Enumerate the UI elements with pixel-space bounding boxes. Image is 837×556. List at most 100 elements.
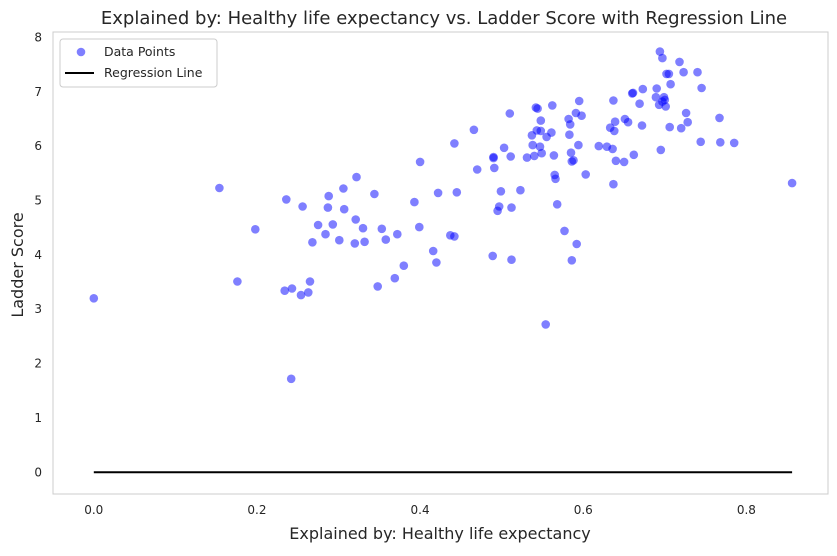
data-point <box>297 291 306 300</box>
data-point <box>551 175 560 184</box>
data-point <box>450 139 459 148</box>
data-point <box>693 68 702 77</box>
data-point <box>233 277 242 286</box>
data-point <box>280 286 289 295</box>
data-point <box>657 146 666 155</box>
data-point <box>335 236 344 245</box>
data-point <box>577 111 586 120</box>
data-point <box>715 114 724 123</box>
data-point <box>611 117 620 126</box>
data-point <box>495 202 504 211</box>
data-point <box>683 118 692 127</box>
data-point <box>608 145 617 154</box>
y-tick-label: 7 <box>34 85 42 99</box>
data-point <box>635 99 644 108</box>
data-point <box>391 274 400 283</box>
data-point <box>537 116 546 125</box>
data-point <box>528 141 537 150</box>
y-tick-label: 0 <box>34 465 42 479</box>
data-point <box>541 320 550 329</box>
data-point <box>675 58 684 67</box>
data-point <box>282 195 291 204</box>
data-point <box>400 261 409 270</box>
data-point <box>360 238 369 247</box>
data-point <box>550 151 559 160</box>
data-point <box>393 230 402 239</box>
data-point <box>533 104 542 113</box>
y-tick-label: 6 <box>34 139 42 153</box>
data-point <box>351 239 360 248</box>
data-point <box>340 205 349 214</box>
data-point <box>629 89 638 98</box>
data-point <box>661 102 670 111</box>
data-point <box>523 153 532 162</box>
data-point <box>610 127 619 136</box>
data-point <box>352 173 361 182</box>
data-point <box>567 148 576 157</box>
chart-title: Explained by: Healthy life expectancy vs… <box>101 8 787 29</box>
data-point <box>682 109 691 118</box>
data-point <box>321 230 330 239</box>
data-point <box>506 152 515 161</box>
y-tick-label: 2 <box>34 357 42 371</box>
x-tick-label: 0.6 <box>574 503 593 517</box>
data-point <box>287 375 296 384</box>
legend-label-data-points: Data Points <box>104 44 175 59</box>
data-point <box>500 144 509 153</box>
legend-marker-data-points <box>77 48 86 57</box>
data-point <box>696 138 705 147</box>
data-point <box>298 202 307 211</box>
data-point <box>308 238 317 247</box>
y-tick-label: 8 <box>34 30 42 44</box>
data-point <box>506 109 515 118</box>
data-point <box>507 255 516 264</box>
data-point <box>677 124 686 133</box>
data-point <box>516 186 525 195</box>
data-point <box>324 192 333 201</box>
data-point <box>565 130 574 139</box>
data-point <box>572 240 581 249</box>
data-point <box>624 118 633 127</box>
data-point <box>251 225 260 234</box>
data-point <box>569 156 578 165</box>
data-point <box>566 120 575 129</box>
data-point <box>382 235 391 244</box>
data-point <box>609 96 618 105</box>
x-tick-label: 0.8 <box>737 503 756 517</box>
data-point <box>638 121 647 130</box>
data-point <box>575 97 584 106</box>
data-point <box>378 225 387 234</box>
data-point <box>507 203 516 212</box>
data-point <box>90 294 99 303</box>
data-point <box>453 188 462 197</box>
data-point <box>314 221 323 230</box>
data-point <box>488 252 497 261</box>
data-point <box>473 165 482 174</box>
data-point <box>568 256 577 265</box>
y-tick-label: 3 <box>34 302 42 316</box>
y-axis-label: Ladder Score <box>8 212 27 317</box>
data-point <box>288 284 297 293</box>
data-point <box>665 123 674 132</box>
y-tick-label: 4 <box>34 248 42 262</box>
data-point <box>329 220 338 229</box>
legend: Data Points Regression Line <box>60 39 217 87</box>
data-point <box>547 128 556 137</box>
data-point <box>716 138 725 147</box>
data-point <box>612 157 621 166</box>
data-point <box>497 187 506 196</box>
data-point <box>730 139 739 148</box>
data-point <box>432 258 441 267</box>
data-point <box>639 85 648 94</box>
data-point <box>697 84 706 93</box>
plot-area: 0.0 0.2 0.4 0.6 0.8 0 1 2 3 4 5 6 7 8 Data Points Regre… <box>34 30 828 517</box>
data-point <box>339 184 348 193</box>
data-point <box>370 190 379 199</box>
data-point <box>548 101 557 110</box>
data-point <box>416 158 425 167</box>
y-tick-label: 5 <box>34 193 42 207</box>
data-point <box>306 277 315 286</box>
data-point <box>215 184 224 193</box>
data-point <box>434 189 443 198</box>
